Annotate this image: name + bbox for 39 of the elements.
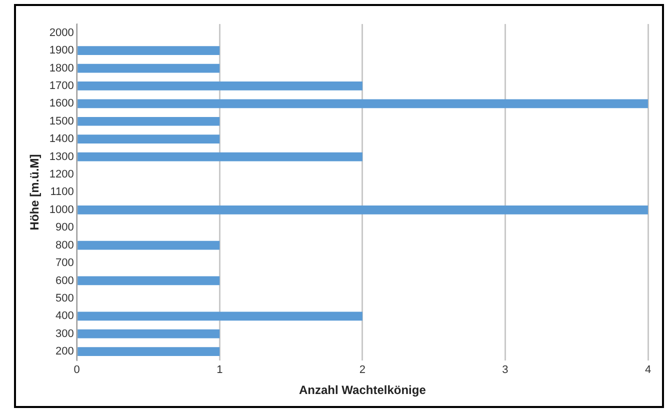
- y-tick-label: 200: [56, 346, 74, 358]
- y-tick-label: 1700: [49, 80, 74, 92]
- x-tick-label: 1: [216, 364, 223, 376]
- y-tick-label: 1900: [49, 44, 74, 57]
- y-tick-label: 1200: [49, 168, 74, 181]
- y-tick-label: 1300: [49, 150, 74, 163]
- bar: [78, 329, 220, 338]
- y-tick-label: 1600: [49, 98, 74, 110]
- y-tick-label: 500: [56, 292, 74, 304]
- y-tick-label: 800: [56, 239, 74, 252]
- y-tick-label: 2000: [49, 26, 74, 39]
- y-tick-label: 700: [56, 257, 74, 270]
- bar: [78, 240, 220, 250]
- bar: [78, 347, 220, 356]
- x-tick-label: 3: [502, 364, 508, 376]
- bar: [78, 134, 220, 144]
- bar: [78, 99, 648, 108]
- y-tick-label: 900: [56, 222, 74, 234]
- y-tick-label: 1500: [49, 115, 74, 128]
- bar: [78, 82, 362, 90]
- y-tick-label: 400: [56, 310, 74, 322]
- bar: [78, 116, 220, 126]
- bar: [78, 205, 648, 214]
- y-axis-title: Höhe [m.ü.M]: [28, 154, 42, 230]
- bar: [78, 64, 220, 73]
- bar: [78, 46, 220, 55]
- y-tick-label: 600: [56, 274, 74, 287]
- x-tick-label: 0: [74, 364, 80, 376]
- y-tick-label: 1000: [49, 204, 74, 216]
- y-tick-label: 1400: [49, 133, 74, 146]
- y-tick-label: 300: [56, 328, 74, 340]
- x-tick-label: 4: [644, 364, 652, 376]
- bar: [78, 276, 220, 286]
- x-tick-label: 2: [359, 364, 366, 376]
- y-tick-label: 1800: [49, 62, 74, 74]
- x-axis-title: Anzahl Wachtelkönige: [298, 383, 426, 398]
- bar: [78, 312, 362, 321]
- bar: [78, 152, 362, 162]
- y-tick-label: 1100: [50, 186, 74, 198]
